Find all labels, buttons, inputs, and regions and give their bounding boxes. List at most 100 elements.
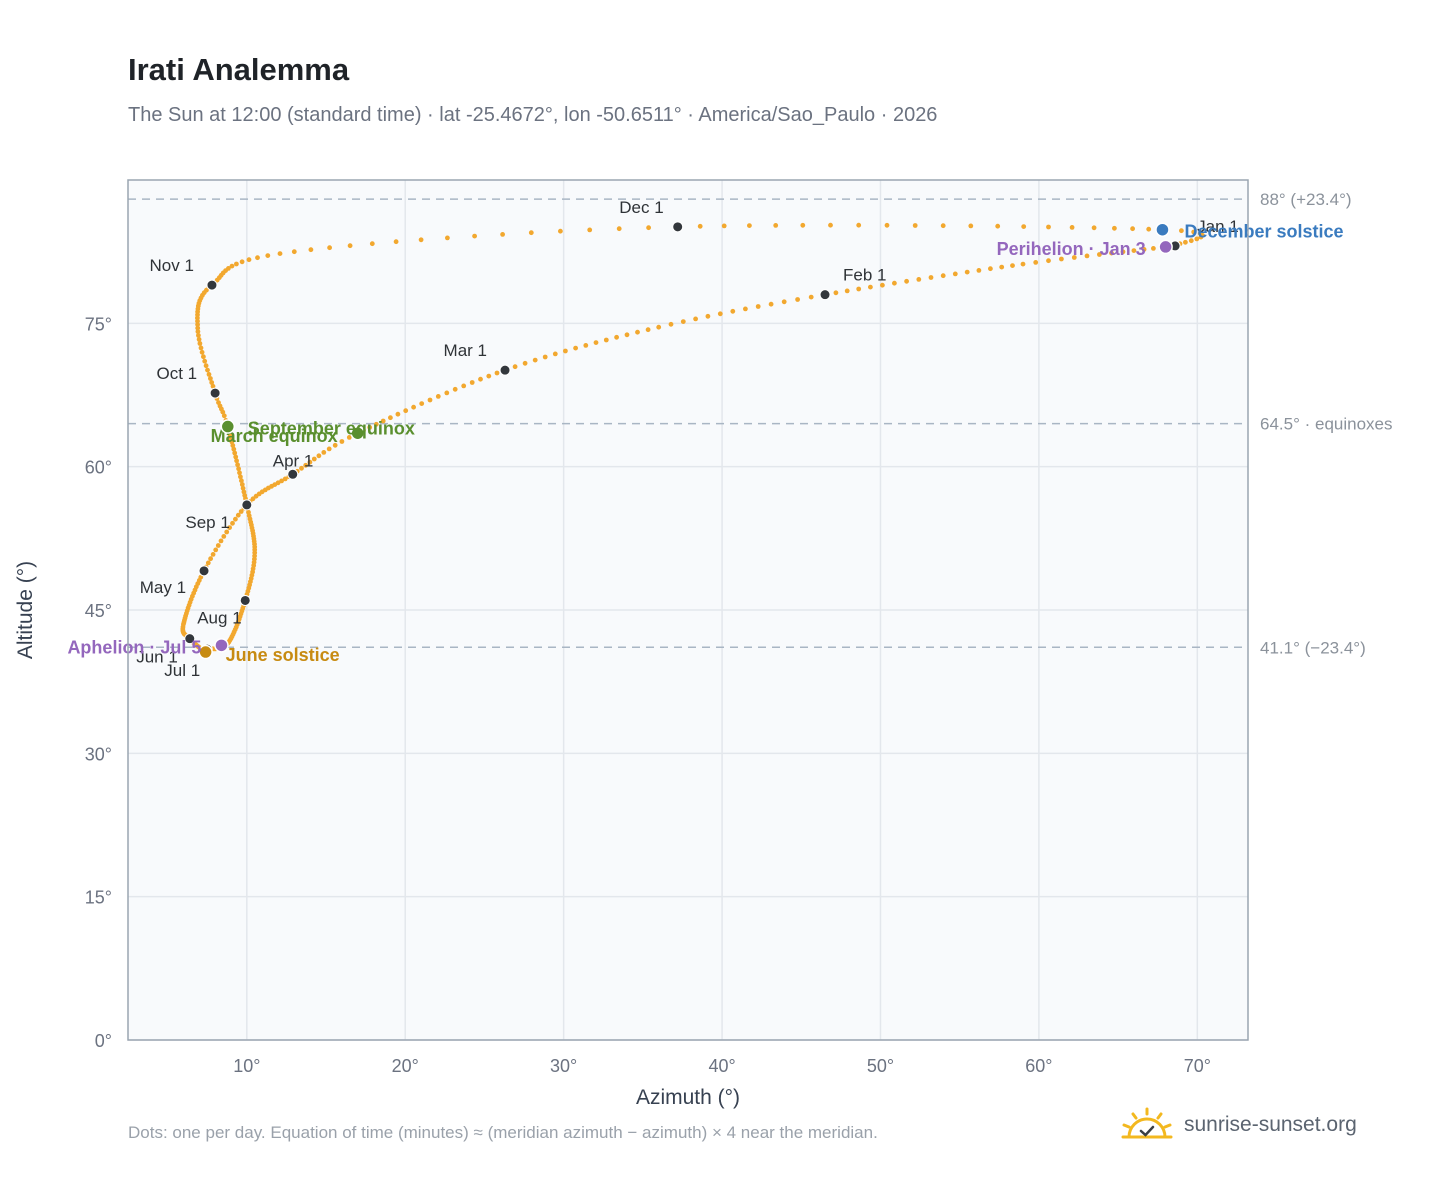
day-dot [195,329,201,334]
month-marker [209,387,221,399]
day-dot [224,529,230,535]
day-dot [303,462,309,468]
event-marker [350,425,365,441]
day-dot [332,442,338,448]
month-marker [198,565,210,577]
day-dot [215,543,221,548]
day-dot [233,454,239,460]
event-marker [220,419,236,434]
day-dot [940,223,946,229]
day-dot [1183,239,1188,245]
day-dot [239,478,244,484]
day-dot [209,380,215,385]
month-label: Apr 1 [273,451,314,470]
day-dot [892,280,897,286]
day-dot [583,343,589,348]
day-dot [246,509,251,515]
day-dot [573,345,578,351]
day-dot [403,408,409,414]
day-dot [308,247,314,253]
day-dot [781,299,787,305]
plot-frame [127,179,1249,1041]
day-dot [380,418,386,424]
day-dot [205,367,210,373]
day-dot [717,311,723,317]
footnote: Dots: one per day. Equation of time (min… [128,1123,878,1142]
day-dot [1021,224,1027,230]
day-dot [721,223,727,229]
day-dot [968,223,974,229]
day-dot [976,268,982,273]
day-dot [418,237,424,243]
day-dot [230,520,235,526]
month-marker [287,468,299,480]
day-dot [291,249,297,255]
month-marker [241,499,253,511]
day-dot [1194,236,1200,242]
day-dot [478,376,483,382]
day-dot [445,235,450,241]
axis-ticks: 10° 20° 30° 40° 50° 60° 70° 0° 15° 30° 45° 60° 75° [85,314,1211,1076]
day-dot [563,348,568,354]
month-label: Jan 1 [1197,217,1239,236]
day-dot [235,462,241,468]
day-dot [199,349,205,355]
day-dot [916,277,922,282]
day-dot [195,325,201,331]
month-label: Feb 1 [843,266,886,285]
brand[interactable]: sunrise-sunset.org [1120,1100,1357,1150]
day-dot [1146,226,1152,232]
day-dot [868,284,873,290]
day-dot [494,370,500,376]
day-dot [255,255,260,261]
y-tick-label: 15° [85,888,112,908]
day-dot [452,386,458,392]
chart-title: Irati Analemma [128,52,350,87]
day-dot [1097,252,1102,257]
day-dot [279,478,284,484]
day-dot [952,271,958,277]
day-dot [210,383,216,389]
day-dot [221,413,227,419]
day-dot [393,239,399,245]
y-tick-label: 30° [85,744,112,764]
day-dot [587,227,593,233]
event-label: Perihelion · Jan 3 [997,239,1146,259]
day-dot [461,383,467,389]
day-dot [856,286,862,292]
day-dot [231,446,237,452]
day-dot [1130,226,1135,232]
day-dot [250,496,256,502]
day-dot [1198,234,1204,240]
day-dot [532,357,538,363]
day-dot [1059,256,1064,262]
month-marker [819,289,831,301]
day-dot [928,275,934,280]
day-dot [1188,238,1194,244]
day-dot [743,306,748,312]
x-axis-title: Azimuth (°) [636,1086,740,1109]
day-dot [808,294,814,300]
day-dot [277,251,283,256]
day-dot [668,321,674,327]
day-dot [234,261,239,267]
y-tick-label: 75° [85,314,112,334]
day-dot [218,538,224,544]
y-tick-label: 45° [85,601,112,621]
day-dot [1010,263,1015,268]
day-dot [1071,255,1077,260]
reference-lines: 88° (+23.4°) 64.5° · equinoxes 41.1° (−23.… [128,190,1393,657]
day-dot [196,337,202,342]
day-dot [1141,247,1147,252]
day-dot [635,329,640,335]
month-label: May 1 [140,578,186,597]
day-dot [216,400,221,405]
brand-name[interactable]: sunrise-sunset.org [1184,1113,1357,1136]
day-dot [705,313,711,319]
event-marker [1158,239,1173,255]
month-marker [206,279,218,291]
day-dot [624,332,630,338]
day-dot [234,458,240,464]
day-dot [206,372,212,377]
